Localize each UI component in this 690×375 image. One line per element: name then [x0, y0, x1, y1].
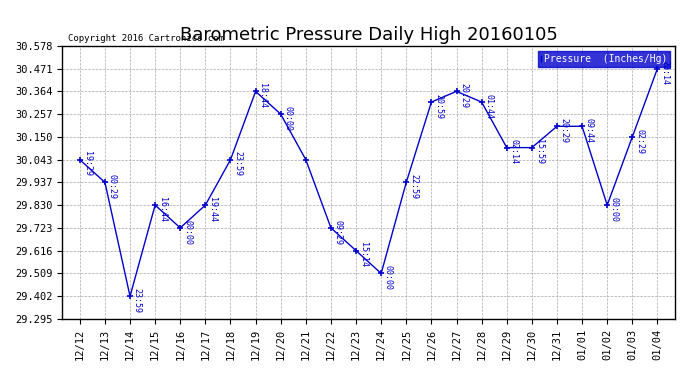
Text: Copyright 2016 Cartronics.com: Copyright 2016 Cartronics.com	[68, 34, 224, 43]
Text: 00:00: 00:00	[384, 265, 393, 290]
Text: 01:44: 01:44	[484, 94, 493, 119]
Text: 20:: 20:	[660, 60, 669, 75]
Text: 00:29: 00:29	[108, 174, 117, 199]
Text: 15:14: 15:14	[359, 242, 368, 267]
Text: 18:44: 18:44	[258, 83, 268, 108]
Text: 23:59: 23:59	[132, 288, 142, 313]
Text: 15:59: 15:59	[535, 139, 544, 164]
Text: 09:44: 09:44	[585, 118, 594, 143]
Text: 20:29: 20:29	[560, 118, 569, 143]
Text: 19:29: 19:29	[83, 152, 92, 176]
Text: 00:00: 00:00	[183, 219, 192, 245]
Text: 09:29: 09:29	[334, 219, 343, 245]
Text: 19:44: 19:44	[208, 197, 217, 222]
Text: 23:14: 23:14	[660, 60, 669, 85]
Text: 00:00: 00:00	[610, 197, 619, 222]
Text: 02:29: 02:29	[635, 129, 644, 154]
Legend: Pressure  (Inches/Hg): Pressure (Inches/Hg)	[538, 51, 670, 66]
Text: 20:29: 20:29	[460, 83, 469, 108]
Text: 22:59: 22:59	[409, 174, 418, 199]
Text: 23:59: 23:59	[233, 152, 242, 176]
Text: 20:59: 20:59	[434, 94, 443, 119]
Text: 02:14: 02:14	[509, 139, 518, 164]
Title: Barometric Pressure Daily High 20160105: Barometric Pressure Daily High 20160105	[179, 26, 558, 44]
Text: 16:44: 16:44	[158, 197, 167, 222]
Text: 00:00: 00:00	[284, 106, 293, 131]
